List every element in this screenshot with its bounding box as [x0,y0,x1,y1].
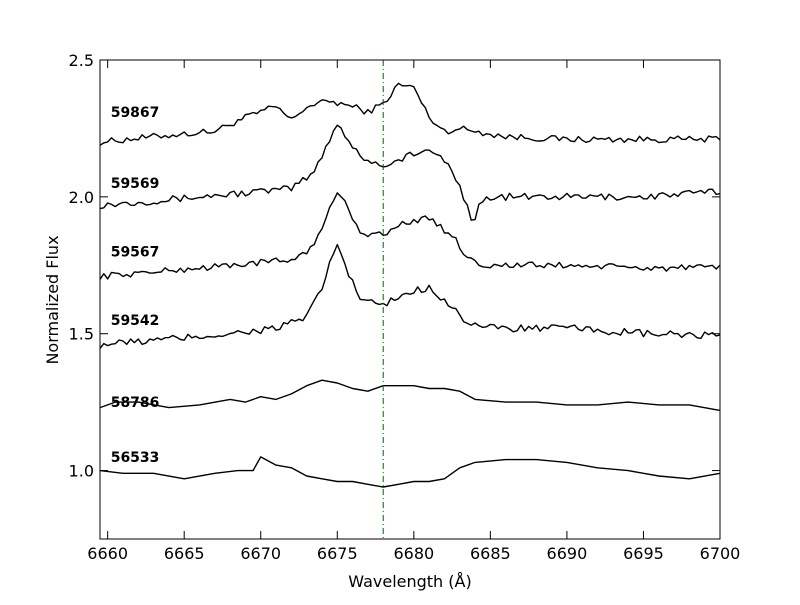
series-label-56533: 56533 [111,450,160,466]
x-tick-label: 6675 [317,544,358,563]
spectrum-line-59567 [99,192,721,280]
tick-marks [100,59,721,539]
series-label-59867: 59867 [111,105,160,121]
series-layer [99,82,721,488]
series-labels: 59867 59569 59567 59542 58786 56533 [111,105,160,466]
axes-frame [99,59,721,540]
series-label-58786: 58786 [111,395,160,411]
y-tick-label: 1.5 [69,325,94,344]
y-tick-label: 2.0 [69,188,94,207]
x-tick-label: 6665 [164,544,205,563]
x-tick-labels: 6660 6665 6670 6675 6680 6685 6690 6695 6700 [87,544,740,563]
plot-area [99,59,721,540]
x-tick-label: 6660 [87,544,128,563]
y-axis-title: Normalized Flux [43,235,62,364]
series-label-59569: 59569 [111,176,160,192]
series-label-59542: 59542 [111,313,160,329]
spectrum-line-58786 [99,379,721,412]
x-tick-label: 6685 [470,544,511,563]
x-axis-title: Wavelength (Å) [348,572,471,591]
x-tick-label: 6690 [547,544,588,563]
x-tick-label: 6695 [623,544,664,563]
y-tick-label: 2.5 [69,51,94,70]
x-tick-label: 6680 [393,544,434,563]
spectrum-line-59542 [99,243,721,349]
y-tick-labels: 1.0 1.5 2.0 2.5 [69,51,94,481]
y-tick-label: 1.0 [69,462,94,481]
x-tick-label: 6670 [240,544,281,563]
series-label-59567: 59567 [111,245,160,261]
x-tick-label: 6700 [700,544,741,563]
spectrum-line-59867 [99,82,721,146]
spectrum-line-56533 [99,456,721,488]
spectrum-line-59569 [99,124,721,221]
